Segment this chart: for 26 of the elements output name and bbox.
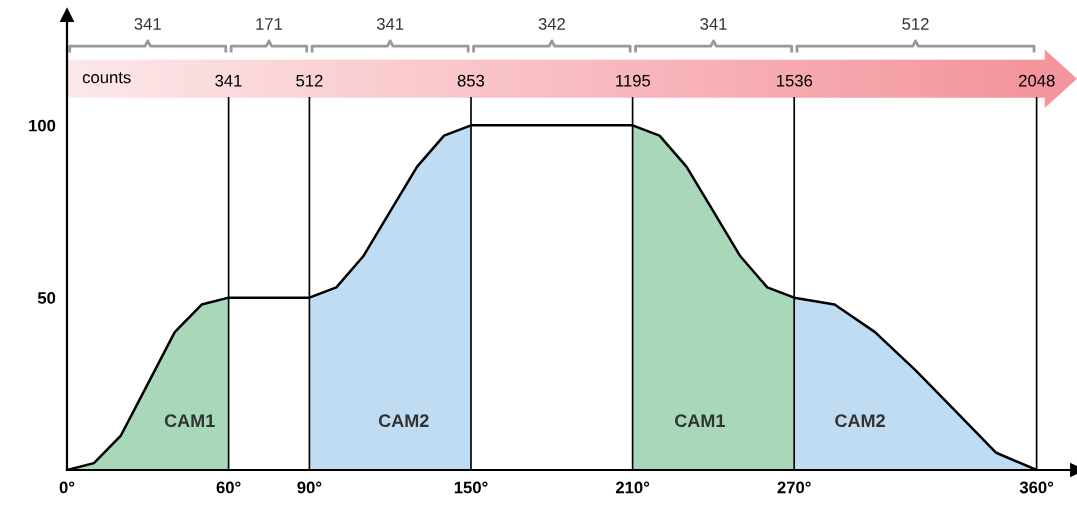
x2-axis-title: counts: [82, 72, 131, 84]
x2-tick-label: 512: [296, 74, 323, 87]
annotation: 341: [134, 18, 161, 30]
y-tick-label: 50: [37, 292, 56, 304]
x2-tick-label: 1536: [777, 74, 813, 87]
x2-tick-label: 1195: [616, 74, 651, 87]
x2-tick-label: 2048: [1019, 74, 1055, 87]
annotation: 512: [902, 18, 929, 30]
annotation: 171: [256, 18, 283, 30]
series-label: CAM2: [378, 414, 429, 428]
x-tick-label: 360°: [1019, 481, 1054, 494]
x-tick-label: 210°: [615, 481, 650, 494]
series-label: CAM1: [675, 414, 725, 428]
series-label: CAM2: [835, 414, 885, 428]
series-label: CAM1: [164, 414, 215, 428]
annotation: 342: [538, 18, 565, 30]
x-tick-label: 270°: [777, 481, 811, 494]
x2-tick-label: 341: [215, 74, 242, 87]
y-tick-label: 100: [29, 119, 56, 132]
x-tick-label: 90°: [297, 481, 322, 494]
x2-tick-label: 853: [457, 74, 485, 87]
annotation: 341: [376, 18, 404, 30]
x-tick-label: 60°: [216, 481, 241, 494]
annotation: 341: [700, 18, 727, 30]
x-tick-label: 0°: [59, 481, 75, 494]
x-tick-label: 150°: [454, 481, 488, 494]
